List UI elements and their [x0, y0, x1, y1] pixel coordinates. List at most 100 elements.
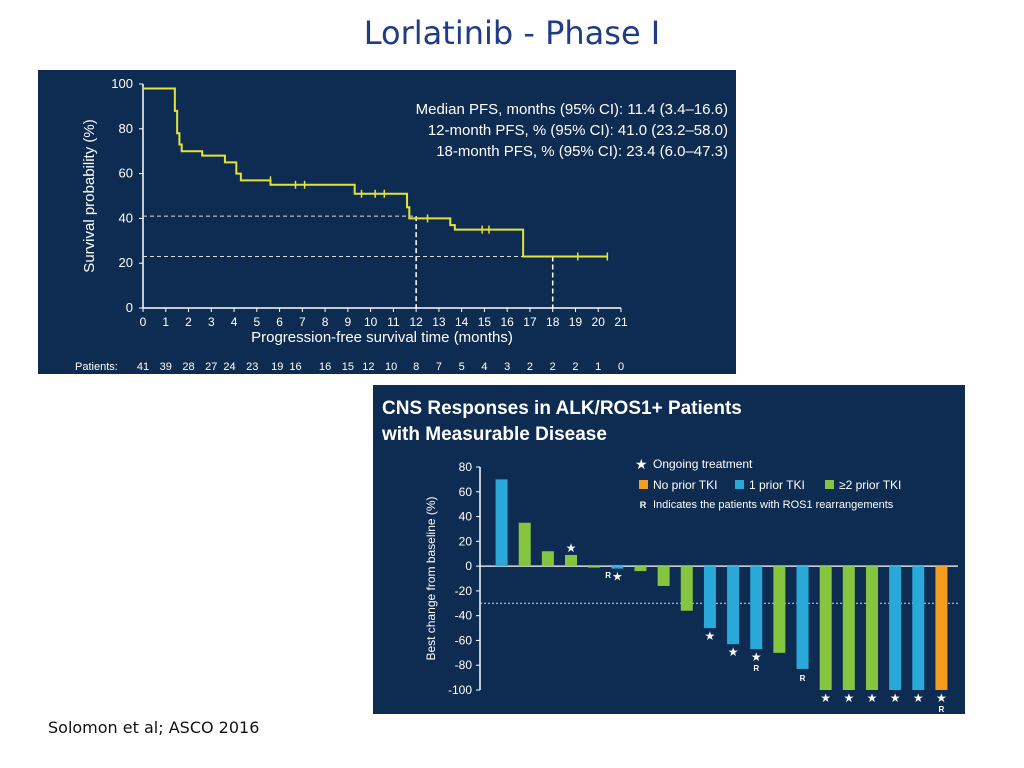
- at-risk-count: 15: [342, 361, 354, 373]
- bar-two_prior: [842, 566, 855, 690]
- km-curve: [143, 87, 608, 258]
- legend-two-prior-label: ≥2 prior TKI: [839, 478, 901, 492]
- at-risk-count: 16: [289, 361, 301, 373]
- at-risk-label: Patients:: [75, 361, 118, 373]
- y-tick-label: 80: [459, 460, 473, 474]
- x-tick-label: 21: [614, 315, 628, 329]
- y-tick-label: 60: [119, 166, 133, 181]
- bar-two_prior: [541, 551, 554, 567]
- x-tick-label: 4: [231, 315, 238, 329]
- at-risk-count: 39: [160, 361, 172, 373]
- at-risk-count: 2: [572, 361, 578, 373]
- x-axis-title: Progression-free survival time (months): [251, 329, 513, 346]
- y-tick-label: 100: [111, 76, 133, 91]
- y-tick-label: -40: [455, 609, 473, 623]
- bar-one_prior: [796, 566, 809, 669]
- y-tick-label: 20: [119, 255, 133, 270]
- legend-one-prior-label: 1 prior TKI: [749, 478, 805, 492]
- x-tick-label: 9: [345, 315, 352, 329]
- ongoing-star: ★: [890, 691, 901, 705]
- legend-ros1-marker: R: [640, 500, 647, 510]
- y-tick-label: 40: [459, 510, 473, 524]
- at-risk-count: 24: [223, 361, 235, 373]
- chart-title-line2: with Measurable Disease: [381, 424, 607, 445]
- pfs-stat-line: 12-month PFS, % (95% CI): 41.0 (23.2–58.…: [428, 122, 728, 139]
- bar-one_prior: [727, 566, 740, 645]
- x-tick-label: 7: [299, 315, 306, 329]
- x-tick-label: 17: [523, 315, 537, 329]
- at-risk-count: 8: [413, 361, 419, 373]
- at-risk-count: 10: [385, 361, 397, 373]
- bar-two_prior: [565, 554, 578, 567]
- slide-title: Lorlatinib - Phase I: [363, 14, 661, 52]
- x-tick-label: 11: [387, 315, 400, 329]
- y-axis-title: Survival probability (%): [81, 119, 98, 272]
- at-risk-count: 2: [550, 361, 556, 373]
- legend-star-icon: ★: [635, 456, 648, 472]
- y-tick-label: 40: [119, 210, 133, 225]
- bar-one_prior: [912, 566, 925, 690]
- x-tick-label: 8: [322, 315, 329, 329]
- at-risk-count: 3: [504, 361, 510, 373]
- y-tick-label: -60: [455, 633, 473, 647]
- ros1-marker: R: [753, 664, 759, 673]
- x-tick-label: 2: [185, 315, 192, 329]
- y-axis-title: Best change from baseline (%): [424, 496, 438, 660]
- legend-no-prior-swatch: [639, 480, 648, 489]
- legend-two-prior-swatch: [825, 480, 834, 489]
- x-tick-label: 19: [569, 315, 583, 329]
- bar-two_prior: [518, 522, 531, 567]
- at-risk-count: 5: [459, 361, 465, 373]
- at-risk-count: 2: [527, 361, 533, 373]
- ongoing-star: ★: [820, 691, 831, 705]
- bar-one_prior: [611, 566, 624, 569]
- cns-waterfall-chart: CNS Responses in ALK/ROS1+ Patients with …: [381, 398, 958, 714]
- y-tick-label: 60: [459, 485, 473, 499]
- y-tick-label: -20: [455, 584, 473, 598]
- y-tick-label: 0: [465, 559, 472, 573]
- legend-one-prior-swatch: [735, 480, 744, 489]
- bar-two_prior: [657, 566, 670, 586]
- ongoing-star: ★: [612, 570, 623, 584]
- bar-two_prior: [680, 566, 693, 611]
- at-risk-count: 1: [595, 361, 601, 373]
- bar-one_prior: [889, 566, 902, 690]
- bar-two_prior: [588, 566, 601, 568]
- at-risk-count: 12: [362, 361, 374, 373]
- pfs-km-panel: 0 20 40 60 80 100 0 1 2 3 4 5 6 7 8 9 10 11 12 13 14 15 16 17 18…: [38, 70, 736, 374]
- y-tick-label: 0: [126, 300, 133, 315]
- x-tick-label: 5: [253, 315, 260, 329]
- at-risk-count: 41: [137, 361, 149, 373]
- ongoing-star: ★: [913, 691, 924, 705]
- at-risk-count: 4: [481, 361, 487, 373]
- pfs-stat-line: Median PFS, months (95% CI): 11.4 (3.4–1…: [416, 101, 728, 118]
- legend-no-prior-label: No prior TKI: [653, 478, 717, 492]
- ros1-marker: R: [939, 705, 945, 714]
- bar-two_prior: [634, 566, 647, 572]
- at-risk-count: 27: [205, 361, 217, 373]
- x-tick-label: 15: [478, 315, 492, 329]
- bar-one_prior: [703, 566, 716, 629]
- at-risk-count: 0: [618, 361, 624, 373]
- bar-one_prior: [750, 566, 763, 650]
- x-tick-label: 12: [409, 315, 423, 329]
- bar-no_prior: [935, 566, 948, 690]
- legend-ros1-label: Indicates the patients with ROS1 rearran…: [653, 499, 894, 511]
- ongoing-star: ★: [566, 541, 577, 555]
- at-risk-count: 16: [319, 361, 331, 373]
- y-tick-label: 80: [119, 121, 133, 136]
- y-tick-label: -80: [455, 658, 473, 672]
- chart-title-line1: CNS Responses in ALK/ROS1+ Patients: [382, 398, 742, 419]
- x-tick-label: 1: [162, 315, 169, 329]
- bar-two_prior: [773, 566, 786, 653]
- ongoing-star: ★: [751, 650, 762, 664]
- citation-footer: Solomon et al; ASCO 2016: [48, 718, 260, 737]
- ongoing-star: ★: [843, 691, 854, 705]
- at-risk-count: 23: [246, 361, 258, 373]
- at-risk-count: 28: [182, 361, 194, 373]
- x-tick-label: 10: [364, 315, 378, 329]
- x-tick-label: 20: [592, 315, 606, 329]
- x-tick-label: 0: [140, 315, 147, 329]
- bar-one_prior: [495, 479, 508, 567]
